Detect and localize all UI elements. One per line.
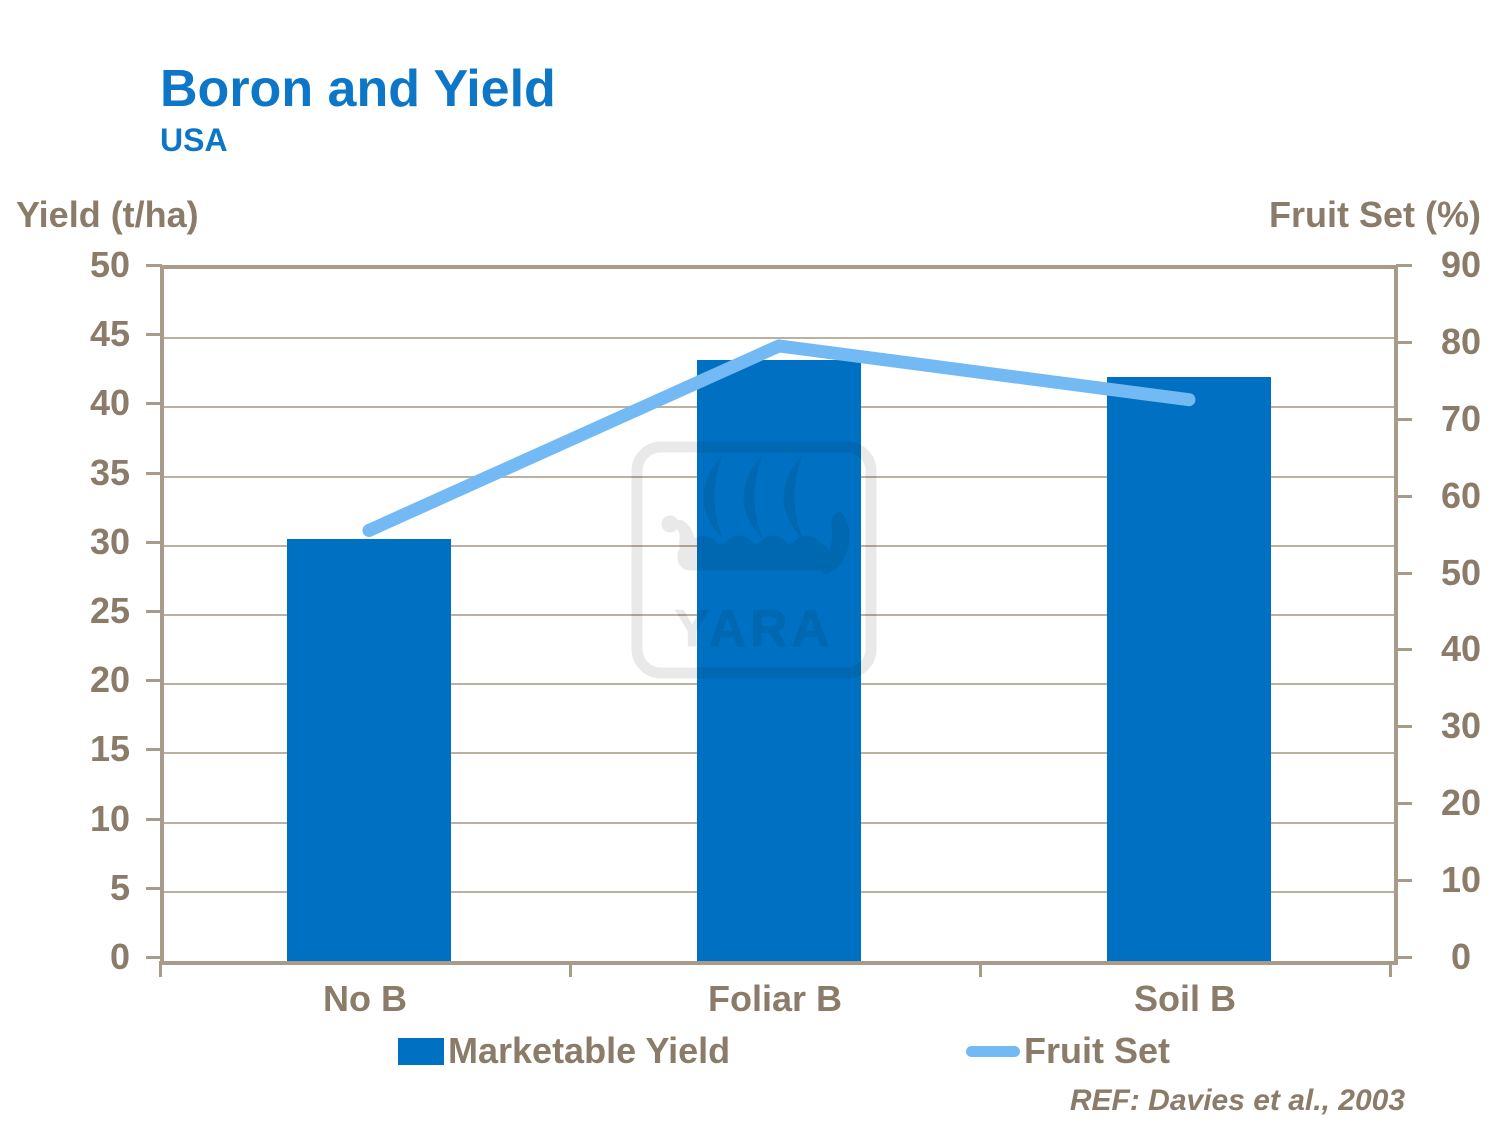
right-axis-title: Fruit Set (%)	[1269, 194, 1481, 235]
left-axis-tick-label: 10	[89, 797, 130, 839]
left-axis-tick	[146, 956, 162, 959]
left-axis-tick-label: 0	[109, 936, 130, 977]
right-axis-tick-label: 50	[1440, 551, 1482, 593]
right-axis-tick	[1396, 725, 1412, 729]
line-swatch-icon	[966, 1045, 1020, 1057]
fruit-set-line	[362, 339, 1196, 537]
left-axis-tick	[146, 402, 162, 406]
right-axis-tick-label: 30	[1440, 705, 1482, 747]
left-axis-tick	[146, 679, 162, 683]
left-axis-tick	[146, 264, 162, 267]
legend-label: Marketable Yield	[448, 1030, 731, 1071]
legend-item-marketable-yield: Marketable Yield	[398, 1030, 730, 1072]
plot-inner	[164, 269, 1394, 961]
yield-bar-no-b	[287, 538, 451, 961]
right-axis-tick-label: 40	[1440, 628, 1482, 670]
right-axis-tick-label: 10	[1440, 859, 1482, 901]
left-axis-tick-label: 15	[89, 728, 130, 770]
right-axis-tick-label: 60	[1440, 474, 1482, 516]
right-axis-tick-label: 70	[1440, 397, 1482, 439]
left-axis-tick	[146, 748, 162, 752]
legend-item-fruit-set: Fruit Set	[966, 1030, 1170, 1072]
category-label-no-b: No B	[323, 978, 407, 1019]
bar-swatch-icon	[398, 1037, 444, 1065]
right-axis-tick	[1396, 802, 1412, 806]
right-axis-tick	[1396, 879, 1412, 883]
left-axis-tick	[146, 817, 162, 821]
bottom-axis-tick	[979, 961, 982, 977]
yield-bar-soil-b	[1107, 376, 1271, 961]
left-axis-tick	[146, 471, 162, 475]
left-axis-tick-label: 45	[89, 313, 130, 355]
right-axis-tick	[1396, 417, 1412, 421]
left-axis-tick-label: 40	[89, 382, 130, 424]
category-label-soil-b: Soil B	[1133, 978, 1236, 1019]
right-axis-tick-label: 20	[1440, 782, 1482, 824]
fruit-set-polyline	[362, 339, 1196, 537]
plot-area	[160, 265, 1398, 965]
bottom-axis-tick	[569, 961, 572, 977]
left-axis-tick	[146, 540, 162, 544]
right-axis-tick	[1396, 494, 1412, 498]
left-axis-tick-label: 20	[89, 659, 130, 701]
chart-title: Boron and Yield	[160, 60, 556, 118]
right-axis-tick	[1396, 571, 1412, 575]
left-axis-tick-label: 30	[89, 520, 130, 562]
bottom-axis-tick	[1389, 961, 1392, 977]
left-axis-tick-label: 50	[89, 244, 130, 285]
left-axis-tick-label: 5	[109, 866, 130, 908]
right-axis-tick	[1396, 956, 1412, 959]
chart-subtitle: USA	[160, 122, 228, 158]
category-label-foliar-b: Foliar B	[707, 978, 842, 1019]
left-axis-tick	[146, 610, 162, 613]
left-axis-tick-label: 25	[89, 590, 130, 631]
reference-citation: REF: Davies et al., 2003	[1069, 1084, 1405, 1117]
right-axis-tick	[1396, 648, 1412, 652]
left-axis-title: Yield (t/ha)	[16, 194, 199, 235]
bottom-axis-tick	[159, 961, 162, 977]
right-axis-tick	[1396, 264, 1412, 267]
right-axis-tick-label: 80	[1440, 320, 1482, 362]
right-axis-tick-label: 90	[1440, 244, 1482, 285]
right-axis-tick-label: 0	[1450, 936, 1472, 977]
left-axis-tick	[146, 886, 162, 890]
left-axis-tick-label: 35	[89, 451, 130, 493]
right-axis-tick	[1396, 340, 1412, 344]
legend-label: Fruit Set	[1024, 1030, 1171, 1071]
left-axis-tick	[146, 333, 162, 337]
gridline	[164, 337, 1394, 340]
